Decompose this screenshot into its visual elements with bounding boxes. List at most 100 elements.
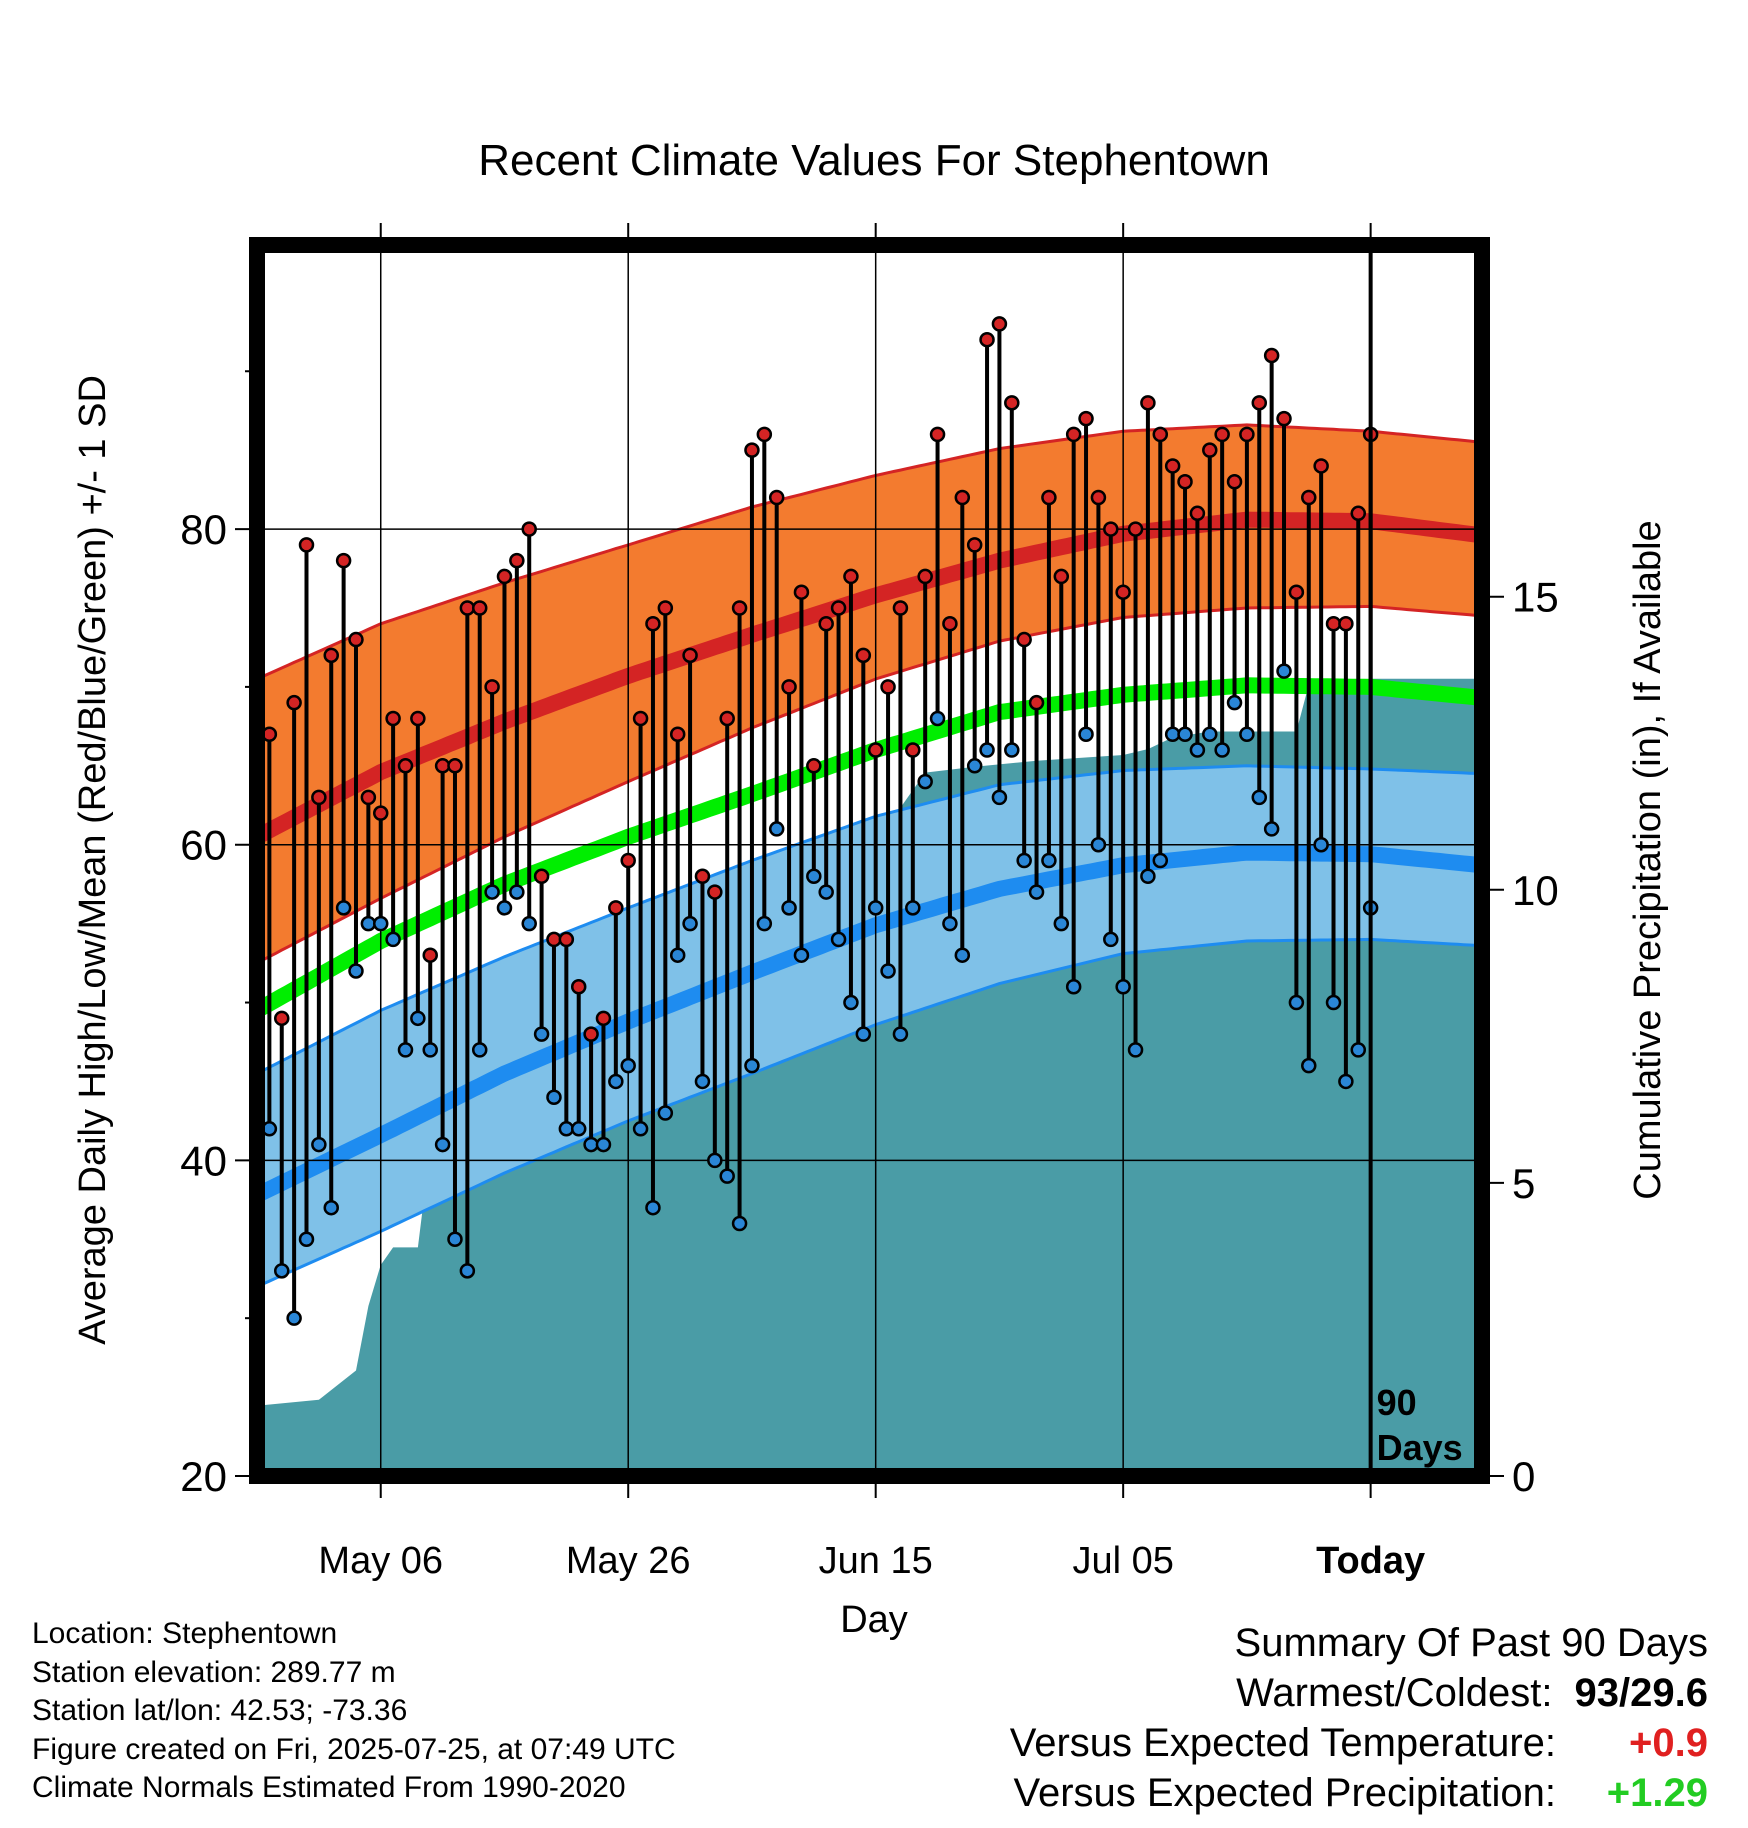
y2-tick-label: 5 xyxy=(1512,1160,1535,1207)
observed-low-point xyxy=(385,931,401,948)
observed-low-point xyxy=(1202,726,1218,742)
observed-low-point xyxy=(1288,994,1305,1011)
observed-high-point xyxy=(1214,426,1230,443)
today-marker-label: Days xyxy=(1377,1427,1463,1468)
warm-cold-value: 93/29.6 xyxy=(1574,1671,1708,1715)
observed-low-point xyxy=(694,1073,711,1090)
observed-high-point xyxy=(410,710,426,727)
precip-value: +1.29 xyxy=(1606,1771,1708,1815)
observed-high-point xyxy=(546,931,562,948)
observed-high-point xyxy=(1103,521,1119,537)
observed-low-point xyxy=(768,821,785,837)
observed-low-point xyxy=(422,1042,438,1058)
observed-low-point xyxy=(905,900,921,916)
observed-low-point xyxy=(1325,994,1342,1011)
observed-low-point xyxy=(979,742,995,758)
observed-low-point xyxy=(273,1263,290,1279)
observed-high-point xyxy=(620,852,636,869)
observed-high-point xyxy=(1288,584,1305,600)
observed-high-point xyxy=(1053,568,1070,585)
observed-high-point xyxy=(793,584,810,600)
observed-high-point xyxy=(806,758,822,774)
observed-high-point xyxy=(1239,426,1255,443)
observed-high-point xyxy=(855,647,872,664)
observed-low-point xyxy=(1152,852,1169,869)
observed-low-point xyxy=(830,931,847,948)
observed-low-point xyxy=(484,884,500,900)
observed-low-point xyxy=(1004,742,1020,758)
observed-high-point xyxy=(707,884,723,900)
observed-low-point xyxy=(558,1121,575,1137)
precip-label: Versus Expected Precipitation: xyxy=(1013,1771,1556,1815)
low-normal-line xyxy=(253,844,1483,1203)
observed-high-point xyxy=(533,868,550,885)
observed-low-point xyxy=(1189,742,1206,758)
observed-low-point xyxy=(1115,979,1131,995)
observed-low-point xyxy=(731,1215,748,1232)
observed-high-point xyxy=(1041,489,1057,506)
observed-low-point xyxy=(1251,789,1268,806)
observed-low-point xyxy=(397,1042,414,1058)
observed-high-point xyxy=(397,758,414,774)
observed-high-point xyxy=(422,947,438,963)
observed-high-point xyxy=(867,742,884,758)
observed-low-point xyxy=(298,1231,315,1248)
observed-low-point xyxy=(1090,836,1107,853)
observed-high-point xyxy=(719,710,735,727)
high-sd-band xyxy=(257,424,1482,964)
observed-high-point xyxy=(1313,458,1329,474)
observed-high-point xyxy=(311,789,327,806)
observed-low-point xyxy=(1226,694,1243,711)
observed-low-point xyxy=(311,1136,327,1153)
observed-low-point xyxy=(682,915,698,932)
y-tick-label: 60 xyxy=(180,822,227,869)
elevation-text: Station elevation: 289.77 m xyxy=(32,1655,396,1689)
observed-high-point xyxy=(966,537,983,553)
observed-low-point xyxy=(645,1199,661,1216)
observed-low-point xyxy=(1239,726,1255,742)
observed-high-point xyxy=(471,600,488,616)
observed-low-point xyxy=(719,1168,735,1184)
observed-low-point xyxy=(570,1121,587,1137)
observed-low-point xyxy=(880,963,896,979)
observed-high-point xyxy=(595,1010,612,1027)
observed-high-point xyxy=(756,426,773,443)
observed-high-point xyxy=(434,758,451,774)
observed-high-point xyxy=(905,742,921,758)
high-normal-line xyxy=(253,511,1484,844)
observed-low-point xyxy=(669,947,686,963)
observed-low-point xyxy=(843,994,859,1011)
observed-low-point xyxy=(867,900,884,916)
observed-high-point xyxy=(744,442,760,458)
observed-low-point xyxy=(348,963,364,979)
y2-tick-label: 10 xyxy=(1512,867,1559,914)
warm-cold-row: Warmest/Coldest: 93/29.6 xyxy=(1010,1668,1708,1718)
observed-high-point xyxy=(521,521,537,537)
observed-high-point xyxy=(843,568,859,585)
observed-high-point xyxy=(1090,489,1107,506)
location-text: Location: Stephentown xyxy=(32,1617,338,1650)
observed-high-point xyxy=(657,600,674,616)
observed-high-point xyxy=(1350,505,1367,522)
x-tick-label: May 06 xyxy=(318,1540,443,1582)
observed-low-point xyxy=(546,1089,562,1105)
low-sd-band-lower-edge xyxy=(256,937,1483,1288)
observed-high-point xyxy=(298,537,315,553)
observed-high-point xyxy=(608,900,624,916)
x-tick-label: May 26 xyxy=(566,1540,691,1582)
observed-high-point xyxy=(1078,410,1094,427)
observed-high-point xyxy=(768,489,785,506)
summary-heading: Summary Of Past 90 Days xyxy=(1234,1621,1708,1665)
observed-high-point xyxy=(942,616,958,632)
observed-low-point xyxy=(1078,726,1094,742)
observed-high-point xyxy=(1202,442,1218,458)
observed-low-point xyxy=(323,1199,339,1216)
observed-high-point xyxy=(781,679,797,695)
observed-high-point xyxy=(1140,395,1156,411)
observed-high-point xyxy=(385,710,401,727)
temp-row: Versus Expected Temperature: +0.9 xyxy=(1010,1718,1708,1768)
observed-low-point xyxy=(471,1042,488,1058)
observed-low-point xyxy=(434,1136,451,1153)
observed-low-point xyxy=(1164,726,1181,742)
